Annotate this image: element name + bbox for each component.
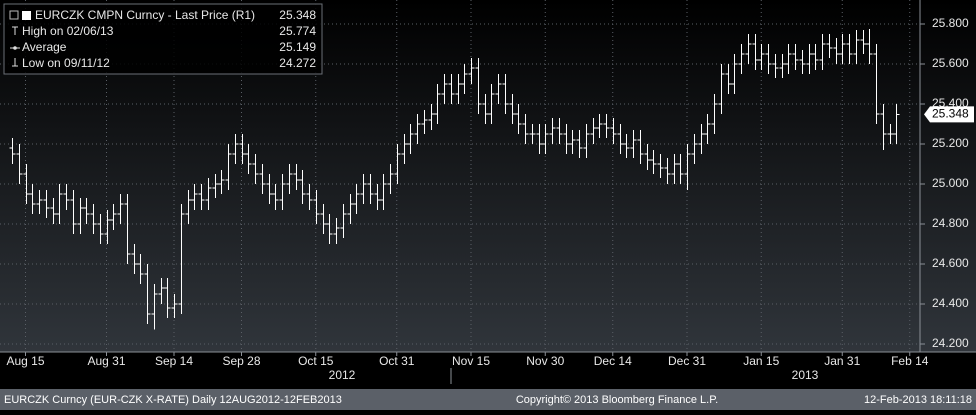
y-tick-label: 24.800 <box>932 216 969 230</box>
y-tick-label: 25.000 <box>932 176 969 190</box>
legend-low-icon <box>12 58 18 67</box>
year-label: 2013 <box>792 368 819 382</box>
footer-band <box>0 389 976 410</box>
x-tick-label: Nov 15 <box>452 354 490 368</box>
x-tick-label: Feb 14 <box>891 354 929 368</box>
y-tick-label: 24.200 <box>932 336 969 350</box>
legend: EURCZK CMPN Curncy - Last Price (R1) 25.… <box>3 3 323 75</box>
y-tick-label: 24.600 <box>932 256 969 270</box>
year-label: 2012 <box>329 368 356 382</box>
legend-value: 25.774 <box>279 24 316 38</box>
y-tick-label: 25.800 <box>932 16 969 30</box>
x-tick-label: Nov 30 <box>526 354 564 368</box>
x-tick-label: Aug 15 <box>6 354 44 368</box>
legend-value: 25.348 <box>279 8 316 22</box>
x-tick-label: Dec 31 <box>668 354 706 368</box>
last-price-label: 25.348 <box>932 107 969 121</box>
legend-box <box>3 3 323 75</box>
last-price-box <box>924 106 974 123</box>
x-tick-label: Aug 31 <box>87 354 125 368</box>
legend-label: Average <box>22 40 67 54</box>
x-tick-label: Dec 14 <box>594 354 632 368</box>
bars <box>9 29 900 330</box>
footer-center: Copyright© 2013 Bloomberg Finance L.P. <box>516 394 718 406</box>
legend-swatch <box>22 11 31 20</box>
x-tick-label: Jan 15 <box>743 354 779 368</box>
legend-high-icon <box>12 26 18 35</box>
x-tick-label: Sep 28 <box>222 354 260 368</box>
legend-label: High on 02/06/13 <box>22 24 114 38</box>
footer-left: EURCZK Curncy (EUR-CZK X-RATE) Daily 12A… <box>4 394 342 406</box>
x-tick-label: Oct 31 <box>379 354 415 368</box>
x-tick-label: Sep 14 <box>155 354 193 368</box>
legend-label: EURCZK CMPN Curncy - Last Price (R1) <box>35 8 255 22</box>
legend-average-dot <box>13 46 17 50</box>
y-tick-label: 25.200 <box>932 136 969 150</box>
legend-label: Low on 09/11/12 <box>22 56 110 70</box>
y-tick-label: 24.400 <box>932 296 969 310</box>
legend-value: 24.272 <box>279 56 316 70</box>
legend-value: 25.149 <box>279 40 316 54</box>
legend-collapse <box>9 10 19 20</box>
axis-band <box>0 352 976 388</box>
x-tick-label: Jan 31 <box>824 354 860 368</box>
x-tick-label: Oct 15 <box>298 354 334 368</box>
footer-right: 12-Feb-2013 18:11:18 <box>864 394 972 406</box>
y-tick-label: 25.600 <box>932 56 969 70</box>
